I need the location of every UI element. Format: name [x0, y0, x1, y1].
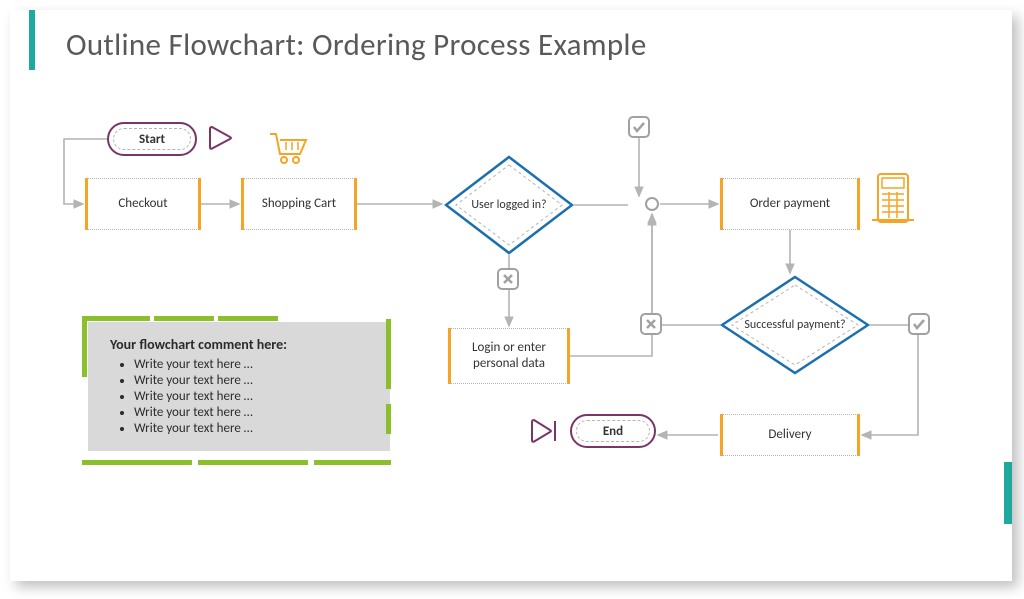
node-label: Checkout	[118, 196, 167, 212]
node-label: Login or enter personal data	[455, 340, 563, 371]
accent-stroke	[218, 316, 278, 321]
stop-icon	[528, 416, 564, 446]
comment-item: Write your text here …	[134, 357, 372, 372]
accent-stroke	[82, 460, 192, 465]
node-delivery: Delivery	[720, 414, 860, 456]
x-icon	[640, 313, 662, 335]
node-shopping-cart: Shopping Cart	[241, 178, 357, 230]
node-label: Order payment	[750, 196, 830, 212]
check-icon	[908, 313, 930, 335]
cart-icon	[266, 128, 310, 168]
decision-successful-payment: Successful payment?	[720, 275, 870, 375]
accent-stroke	[386, 319, 391, 389]
accent-stroke	[386, 404, 391, 434]
pos-icon	[870, 170, 916, 230]
slide-title: Outline Flowchart: Ordering Process Exam…	[66, 26, 647, 64]
start-terminator: Start	[107, 122, 197, 156]
accent-stroke	[314, 460, 391, 465]
comment-item: Write your text here …	[134, 405, 372, 420]
play-icon	[206, 123, 236, 153]
comment-item: Write your text here …	[134, 421, 372, 436]
accent-bar-right	[1004, 462, 1012, 524]
accent-stroke	[82, 316, 150, 321]
comment-item: Write your text here …	[134, 373, 372, 388]
accent-stroke	[198, 460, 308, 465]
node-checkout: Checkout	[85, 178, 201, 230]
node-order-payment: Order payment	[720, 178, 860, 230]
accent-bar-top	[29, 10, 35, 70]
decision-logged-in: User logged in?	[444, 155, 574, 255]
check-icon	[628, 116, 650, 138]
join-icon	[645, 197, 659, 211]
start-label: Start	[139, 132, 165, 147]
comment-title: Your flowchart comment here:	[110, 336, 372, 353]
end-label: End	[603, 424, 623, 439]
node-label: Shopping Cart	[262, 196, 336, 212]
node-label: Delivery	[768, 427, 811, 443]
x-icon	[497, 268, 519, 290]
comment-box: Your flowchart comment here: Write your …	[88, 322, 390, 451]
decision-label: User logged in?	[471, 198, 546, 212]
comment-item: Write your text here …	[134, 389, 372, 404]
decision-label: Successful payment?	[744, 318, 845, 332]
end-terminator: End	[570, 414, 656, 448]
accent-stroke	[154, 316, 214, 321]
accent-stroke	[82, 319, 87, 377]
node-login: Login or enter personal data	[448, 328, 570, 384]
